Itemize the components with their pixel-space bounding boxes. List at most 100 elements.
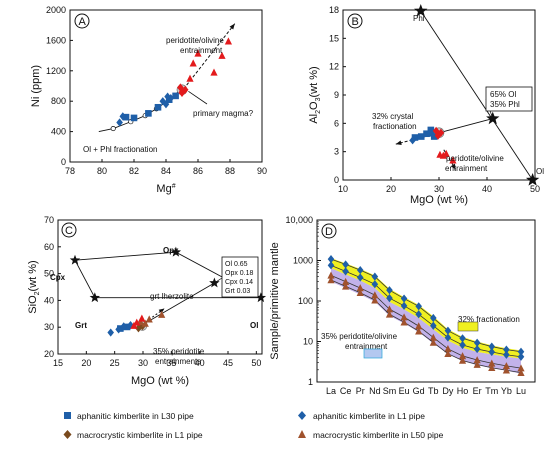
- panel-d-ticks: 1 10 100 1000 10,000 La Ce Pr Nd Sm Eu Gd Tb Dy Ho Er Tm…: [285, 215, 526, 396]
- panel-c-label: C: [65, 225, 73, 237]
- legend-label: macrocrystic kimberlite in L50 pipe: [313, 430, 444, 440]
- panel-b-entrainment-arrowhead: [450, 163, 456, 170]
- panel-b-annotation-3: 32% crystal: [372, 112, 414, 121]
- panel-c-endmember-lherzolite: grt lherzolite: [150, 292, 194, 301]
- panel-c-xtick-label: 50: [251, 358, 261, 368]
- panel-d-annotation-3: entrainment: [345, 342, 388, 351]
- panel-b-point: [409, 136, 416, 145]
- panel-c-xlabel: MgO (wt %): [131, 375, 189, 387]
- panel-d-point: [458, 352, 467, 360]
- panel-d-point: [356, 284, 364, 292]
- panel-d-ytick-label: 1000: [293, 256, 313, 266]
- panel-d-label-circle: [321, 223, 337, 239]
- panel-d-point: [415, 327, 423, 335]
- panel-b-ytick-label: 3: [334, 147, 339, 157]
- panel-a-point: [218, 51, 226, 59]
- panel-d-bands: [331, 258, 521, 374]
- panel-d-swatch-purple: [363, 348, 383, 359]
- panel-a-ytick-label: 400: [51, 127, 66, 137]
- panel-a-point: [164, 92, 171, 101]
- panel-d-point: [327, 276, 335, 284]
- panel-c-point: [127, 320, 134, 330]
- panel-d-xtick-label: Er: [473, 386, 482, 396]
- panel-d-point: [502, 366, 510, 374]
- panel-a-point: [172, 92, 179, 100]
- panel-b-point: [411, 134, 419, 141]
- legend-marker-triangle: [298, 430, 306, 438]
- panel-d-point: [502, 362, 510, 370]
- panel-d-point: [415, 310, 422, 319]
- panel-c-comp-2: Opx 0.18: [225, 270, 254, 277]
- panel-b-xtick-label: 30: [434, 184, 444, 194]
- panel-c-endmember-opx: Opx: [163, 246, 179, 255]
- panel-d-series: [327, 255, 525, 376]
- panel-c-xtick-label: 30: [138, 358, 148, 368]
- panel-d-point: [327, 255, 335, 264]
- panel-c-ytick-label: 50: [44, 269, 54, 279]
- panel-d-point: [458, 356, 467, 364]
- panel-d-xtick-label: Pr: [356, 386, 365, 396]
- panel-d-xtick-label: La: [326, 386, 336, 396]
- panel-a-frame: [69, 9, 263, 163]
- panel-d-point: [356, 265, 364, 275]
- legend-label: aphanitic kimberlite in L1 pipe: [313, 411, 425, 421]
- panel-b-ytick-label: 9: [334, 90, 339, 100]
- panel-b-mix-tie-line: [438, 118, 493, 134]
- panel-c-comp-3: Cpx 0.14: [225, 279, 253, 286]
- panel-b-ylabel: Al2O3(wt %): [308, 66, 322, 123]
- panel-a-entrainment-arrow: [183, 23, 236, 90]
- panel-a-xtick-label: 82: [129, 166, 139, 176]
- panel-b-star-phl: [414, 3, 428, 17]
- panel-c-ytick-label: 30: [44, 322, 54, 332]
- panel-c-xtick-label: 25: [110, 358, 120, 368]
- panel-b-annotation-5: peridotite/olivine: [446, 154, 504, 163]
- panel-d-xtick-label: Nd: [369, 386, 381, 396]
- panel-d-point: [429, 333, 437, 341]
- panel-b-point: [430, 133, 438, 140]
- legend-label: macrocrystic kimberlite in L1 pipe: [77, 430, 203, 440]
- panel-a-point: [224, 37, 232, 45]
- panel-a-point: [119, 112, 127, 121]
- panel-d-ylabel: Sample/primitive mantle: [269, 242, 281, 359]
- panel-d-point: [415, 302, 422, 311]
- panel-b-ytick-label: 0: [334, 175, 339, 185]
- panel-b-point: [439, 151, 447, 159]
- panel-d: 1 10 100 1000 10,000 La Ce Pr Nd Sm Eu Gd Tb Dy Ho Er Tm…: [269, 215, 536, 396]
- panel-c-endmember-cpx: Cpx: [50, 273, 66, 282]
- panel-a-point: [162, 100, 170, 109]
- panel-c-endmember-grt: Grt: [75, 321, 87, 330]
- panel-c-star: [209, 277, 220, 288]
- panel-c-xtick-label: 35: [166, 358, 176, 368]
- panel-a-point: [122, 113, 130, 121]
- panel-b-xtick-label: 10: [338, 184, 348, 194]
- panel-d-point: [371, 280, 379, 289]
- panel-d-point: [517, 364, 525, 372]
- panel-d-point: [488, 363, 496, 372]
- panel-d-point: [488, 347, 496, 357]
- panel-d-point: [356, 273, 364, 282]
- panel-c-point: [133, 318, 141, 326]
- panel-b: 10 20 30 40 50 0 3 6 9 12 15 18 B Phl Ol 65% Ol 35%…: [308, 3, 544, 206]
- panel-a-point: [145, 110, 152, 117]
- panel-d-label: D: [325, 226, 333, 238]
- panel-d-point: [503, 345, 510, 354]
- panel-d-point: [415, 322, 423, 330]
- panel-b-label-circle: [347, 13, 363, 29]
- legend-item-l1-aphanitic: aphanitic kimberlite in L1 pipe: [298, 411, 425, 421]
- panel-b-entrainment-arrow: [443, 149, 457, 170]
- panel-c-point: [138, 314, 146, 322]
- panel-a-annotation-4: Ol + Phl fractionation: [83, 145, 157, 154]
- panel-d-point: [488, 342, 496, 351]
- panel-d-xtick-label: Yb: [501, 386, 512, 396]
- panel-a-annotation-3: primary magma?: [193, 109, 254, 118]
- panel-c-mix-line: [142, 282, 215, 325]
- panel-b-point: [449, 156, 457, 164]
- panel-d-annotation-1: 32% fractionation: [458, 315, 520, 324]
- panel-d-point: [342, 267, 349, 276]
- panel-c-star: [170, 246, 182, 257]
- panel-b-point: [423, 130, 430, 138]
- panel-d-annotation-2: 35% peridotite/olivine: [321, 332, 398, 341]
- panel-a-ytick-label: 0: [61, 157, 66, 167]
- panel-a-point: [177, 83, 184, 92]
- panel-d-point: [371, 291, 379, 299]
